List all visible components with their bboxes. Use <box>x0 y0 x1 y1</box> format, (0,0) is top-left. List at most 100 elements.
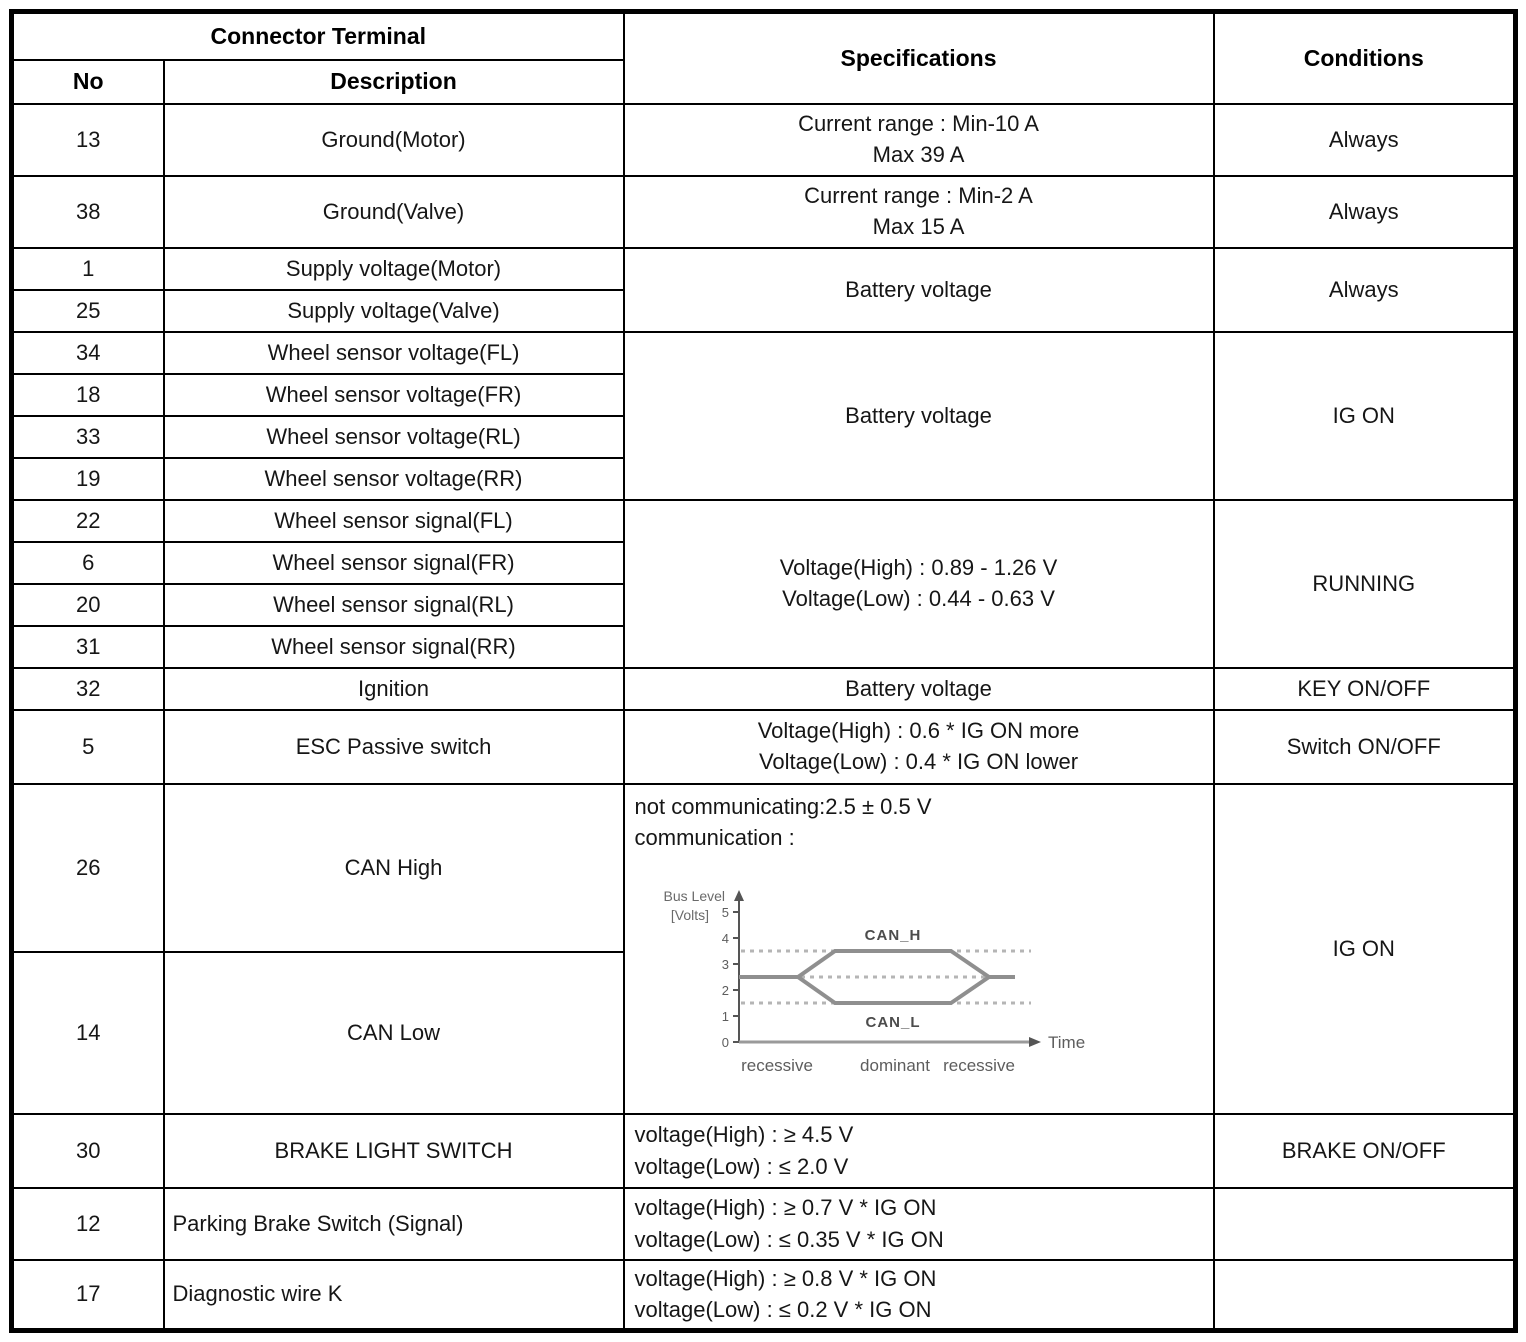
table-row: 12 Parking Brake Switch (Signal) voltage… <box>10 1186 1517 1261</box>
terminal-description: Supply voltage(Motor) <box>162 246 625 291</box>
spec-cell: voltage(High) : ≥ 0.7 V * IG ON voltage(… <box>622 1186 1215 1261</box>
terminal-no: 13 <box>10 102 165 177</box>
spec-line: voltage(Low) : ≤ 0.2 V * IG ON <box>634 1297 932 1323</box>
spec-cell: Current range : Min-2 A Max 15 A <box>622 174 1215 249</box>
svg-text:2: 2 <box>721 983 728 998</box>
terminal-description: Ignition <box>162 666 625 711</box>
terminal-no: 34 <box>10 330 165 375</box>
table-row: 1 Supply voltage(Motor) Battery voltage … <box>10 246 1517 333</box>
header-row-1: Connector Terminal Specifications Condit… <box>10 10 1517 105</box>
table-row: 30 BRAKE LIGHT SWITCH voltage(High) : ≥ … <box>10 1112 1517 1189</box>
spec-line: voltage(Low) : ≤ 0.35 V * IG ON <box>634 1226 944 1252</box>
spec-cell: Battery voltage <box>622 330 1215 501</box>
terminal-no: 33 <box>10 414 165 459</box>
table-row: 38 Ground(Valve) Current range : Min-2 A… <box>10 174 1517 249</box>
spec-line: voltage(High) : ≥ 0.8 V * IG ON <box>634 1265 937 1291</box>
terminal-no: 30 <box>10 1112 165 1189</box>
spec-line: voltage(Low) : ≤ 2.0 V <box>634 1153 849 1179</box>
condition-cell <box>1212 1258 1517 1332</box>
condition-cell <box>1212 1186 1517 1261</box>
condition-cell: Switch ON/OFF <box>1212 708 1517 785</box>
spec-line: Max 39 A <box>872 141 965 167</box>
terminal-description: Wheel sensor signal(RL) <box>162 582 625 627</box>
terminal-description: Wheel sensor voltage(RL) <box>162 414 625 459</box>
spec-cell: voltage(High) : ≥ 4.5 V voltage(Low) : ≤… <box>622 1112 1215 1189</box>
terminal-no: 20 <box>10 582 165 627</box>
terminal-description: Wheel sensor voltage(RR) <box>162 456 625 501</box>
table-row: 33 Wheel sensor voltage(RL) <box>10 414 1516 459</box>
spec-line: Voltage(Low) : 0.4 * IG ON lower <box>758 748 1079 774</box>
svg-text:1: 1 <box>721 1009 728 1024</box>
header-connector-terminal: Connector Terminal <box>10 10 625 61</box>
condition-cell: Always <box>1212 102 1517 177</box>
can-spec-text: not communicating:2.5 ± 0.5 V communicat… <box>635 791 1203 855</box>
spec-cell: voltage(High) : ≥ 0.8 V * IG ON voltage(… <box>622 1258 1215 1332</box>
terminal-no: 6 <box>10 540 165 585</box>
terminal-description: Wheel sensor signal(FL) <box>162 498 625 543</box>
condition-cell: Always <box>1212 174 1517 249</box>
table-row: 17 Diagnostic wire K voltage(High) : ≥ 0… <box>10 1258 1517 1332</box>
terminal-no: 19 <box>10 456 165 501</box>
terminal-no: 26 <box>10 782 165 953</box>
table-row: 32 Ignition Battery voltage KEY ON/OFF <box>10 666 1517 711</box>
header-description: Description <box>162 58 625 105</box>
svg-text:CAN_H: CAN_H <box>864 927 921 944</box>
table-row: 18 Wheel sensor voltage(FR) <box>10 372 1516 417</box>
terminal-no: 25 <box>10 288 165 333</box>
terminal-no: 5 <box>10 708 165 785</box>
table-row: 25 Supply voltage(Valve) <box>10 288 1516 333</box>
spec-line: Current range : Min-2 A <box>804 182 1033 208</box>
svg-text:0: 0 <box>721 1035 728 1050</box>
connector-terminal-spec-table: Connector Terminal Specifications Condit… <box>9 9 1519 1334</box>
terminal-no: 18 <box>10 372 165 417</box>
table-row: 14 CAN Low <box>10 950 1516 1115</box>
can-spec-cell: not communicating:2.5 ± 0.5 V communicat… <box>622 782 1215 1115</box>
svg-text:CAN_L: CAN_L <box>865 1014 920 1031</box>
spec-line: Voltage(High) : 0.6 * IG ON more <box>757 717 1080 743</box>
spec-line: Voltage(Low) : 0.44 - 0.63 V <box>782 585 1055 611</box>
terminal-description: Wheel sensor signal(RR) <box>162 624 625 669</box>
terminal-no: 31 <box>10 624 165 669</box>
terminal-description: Ground(Motor) <box>162 102 625 177</box>
terminal-no: 32 <box>10 666 165 711</box>
terminal-description: BRAKE LIGHT SWITCH <box>162 1112 625 1189</box>
terminal-no: 1 <box>10 246 165 291</box>
svg-text:Bus Level: Bus Level <box>663 888 724 904</box>
header-no: No <box>10 58 165 105</box>
spec-line: not communicating:2.5 ± 0.5 V <box>634 793 932 819</box>
svg-text:3: 3 <box>721 957 728 972</box>
condition-cell: IG ON <box>1212 330 1517 501</box>
svg-text:[Volts]: [Volts] <box>670 907 708 923</box>
svg-text:recessive: recessive <box>943 1056 1015 1075</box>
terminal-no: 17 <box>10 1258 165 1332</box>
table-row: 26 CAN High not communicating:2.5 ± 0.5 … <box>10 782 1517 1115</box>
header-row-2: No Description <box>10 58 1516 105</box>
spec-line: voltage(High) : ≥ 0.7 V * IG ON <box>634 1194 937 1220</box>
terminal-no: 22 <box>10 498 165 543</box>
terminal-description: Wheel sensor voltage(FR) <box>162 372 625 417</box>
terminal-description: Parking Brake Switch (Signal) <box>162 1186 625 1261</box>
table-row: 19 Wheel sensor voltage(RR) <box>10 456 1516 501</box>
spec-line: Voltage(High) : 0.89 - 1.26 V <box>779 554 1058 580</box>
svg-text:dominant: dominant <box>860 1056 930 1075</box>
svg-text:recessive: recessive <box>741 1056 813 1075</box>
table-row: 20 Wheel sensor signal(RL) <box>10 582 1516 627</box>
header-conditions: Conditions <box>1212 10 1517 105</box>
condition-cell: Always <box>1212 246 1517 333</box>
condition-cell: IG ON <box>1212 782 1517 1115</box>
condition-cell: BRAKE ON/OFF <box>1212 1112 1517 1189</box>
terminal-description: Supply voltage(Valve) <box>162 288 625 333</box>
terminal-no: 12 <box>10 1186 165 1261</box>
svg-text:5: 5 <box>721 905 728 920</box>
svg-text:Time: Time <box>1048 1033 1085 1052</box>
table-row: 22 Wheel sensor signal(FL) Voltage(High)… <box>10 498 1517 669</box>
table-row: 31 Wheel sensor signal(RR) <box>10 624 1516 669</box>
spec-line: Current range : Min-10 A <box>798 110 1039 136</box>
condition-cell: KEY ON/OFF <box>1212 666 1517 711</box>
table-row: 6 Wheel sensor signal(FR) <box>10 540 1516 585</box>
spec-line: communication : <box>634 825 795 851</box>
header-specifications: Specifications <box>622 10 1215 105</box>
table-row: 13 Ground(Motor) Current range : Min-10 … <box>10 102 1517 177</box>
spec-cell: Current range : Min-10 A Max 39 A <box>622 102 1215 177</box>
